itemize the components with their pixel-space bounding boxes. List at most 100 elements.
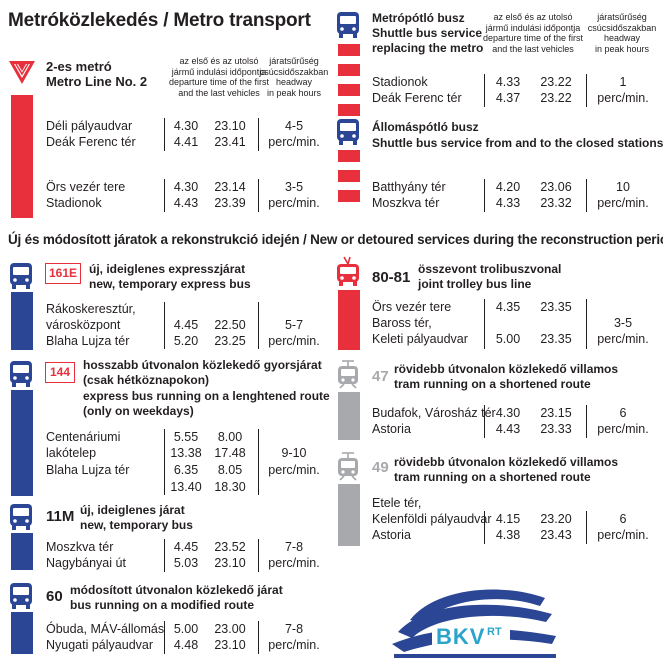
divider (484, 74, 485, 107)
trolley-line-bar (338, 290, 360, 350)
col-header-times: az első és az utolsó jármű indulási időp… (168, 56, 270, 98)
stop: Nagybányai út (46, 556, 126, 570)
stripe (338, 44, 360, 56)
divider (586, 299, 587, 349)
divider (164, 302, 165, 349)
bus-line-bar (11, 292, 33, 350)
divider (164, 118, 165, 151)
headway: perc/min. (597, 91, 649, 105)
divider (164, 621, 165, 654)
first-time: 4.33 (495, 75, 521, 89)
stripe (338, 104, 360, 116)
first-time: 5.03 (173, 556, 199, 570)
first-time: 4.30 (173, 119, 199, 133)
first-time: 4.45 (173, 318, 199, 332)
tram47-title-en: tram running on a shortened route (394, 377, 591, 391)
metro-replacement-title-hu: Metrópótló busz (372, 11, 465, 25)
route-number-80-81: 80-81 (372, 269, 411, 286)
headway: 7-8 (284, 622, 304, 636)
last-time: 23.32 (540, 196, 572, 210)
stripe (338, 84, 360, 96)
stop: Astoria (372, 528, 411, 542)
metro-replacement-title-en: Shuttle bus service (372, 26, 483, 40)
headway: perc/min. (268, 638, 320, 652)
last-time: 18.30 (214, 480, 246, 494)
last-time: 23.00 (214, 622, 246, 636)
route-number-49: 49 (372, 459, 389, 476)
divider (164, 539, 165, 572)
tram49-title-en: tram running on a shortened route (394, 470, 591, 484)
col-header-times: az első és az utolsó jármű indulási időp… (482, 12, 584, 54)
first-time: 4.15 (495, 512, 521, 526)
stop: lakótelep (46, 446, 97, 460)
stop: Óbuda, MÁV-állomás (46, 622, 165, 636)
route-number-47: 47 (372, 368, 389, 385)
headway: perc/min. (597, 422, 649, 436)
divider (258, 539, 259, 572)
col-header-headway: járatsűrűség csúcsidőszakban headway in … (259, 56, 329, 98)
logo-sup: RT (487, 626, 502, 638)
divider (484, 299, 485, 349)
first-time: 5.00 (495, 332, 521, 346)
headway: 9-10 (281, 446, 307, 460)
route-badge-144: 144 (45, 362, 75, 383)
last-time: 23.41 (214, 135, 246, 149)
bus-icon (10, 583, 32, 609)
metro-replacement-title-en: replacing the metro (372, 41, 484, 55)
last-time: 23.14 (214, 180, 246, 194)
divider (164, 429, 165, 495)
bus-icon (10, 504, 32, 530)
last-time: 23.52 (214, 540, 246, 554)
divider (258, 429, 259, 495)
last-time: 23.22 (540, 91, 572, 105)
last-time: 23.15 (540, 406, 572, 420)
stop: Moszkva tér (372, 196, 440, 210)
stop: Rákoskeresztúr, (46, 302, 136, 316)
stop: Deák Ferenc tér (372, 91, 462, 105)
first-time: 4.45 (173, 540, 199, 554)
stop: Stadionok (372, 75, 428, 89)
first-time: 13.40 (170, 480, 202, 494)
headway: 1 (619, 75, 627, 89)
first-time: 6.35 (173, 463, 199, 477)
tram-line-bar (338, 484, 360, 546)
first-time: 4.48 (173, 638, 199, 652)
divider (484, 511, 485, 544)
bus11m-title-hu: új, ideiglenes járat (80, 503, 185, 517)
stop: Etele tér, (372, 496, 422, 510)
headway: 6 (619, 512, 627, 526)
section-title: Új és módosított járatok a rekonstrukció… (8, 232, 663, 247)
stripe (338, 64, 360, 76)
stripe (338, 190, 360, 202)
headway: perc/min. (597, 196, 649, 210)
last-time: 23.10 (214, 638, 246, 652)
first-time: 4.37 (495, 91, 521, 105)
trolley-title-hu: összevont trolibuszvonal (418, 262, 562, 276)
last-time: 23.10 (214, 556, 246, 570)
bus144-title: express bus running on a lenghtened rout… (83, 389, 330, 403)
headway: perc/min. (597, 332, 649, 346)
trolleybus-icon (337, 256, 359, 286)
stop: Moszkva tér (46, 540, 114, 554)
headway: perc/min. (268, 463, 320, 477)
tram47-title-hu: rövidebb útvonalon közlekedő villamos (394, 362, 619, 376)
headway: perc/min. (268, 196, 320, 210)
bus144-title: hosszabb útvonalon közlekedő gyorsjárat (83, 358, 322, 372)
stop: Nyugati pályaudvar (46, 638, 154, 652)
station-replacement-title-hu: Állomáspótló busz (372, 120, 479, 134)
stripe (338, 170, 360, 182)
last-time: 23.35 (540, 332, 572, 346)
metro2-line-bar (11, 95, 33, 218)
last-time: 23.22 (540, 75, 572, 89)
divider (258, 179, 259, 212)
stop: Örs vezér tere (372, 300, 452, 314)
metro2-stop: Déli pályaudvar (46, 119, 133, 133)
last-time: 23.10 (214, 119, 246, 133)
logo-text-bg (432, 626, 510, 652)
bus-icon (10, 263, 32, 289)
headway: 4-5 (284, 119, 304, 133)
last-time: 23.25 (214, 334, 246, 348)
route-number-11m: 11M (46, 508, 75, 525)
first-time: 4.30 (173, 180, 199, 194)
first-time: 4.38 (495, 528, 521, 542)
